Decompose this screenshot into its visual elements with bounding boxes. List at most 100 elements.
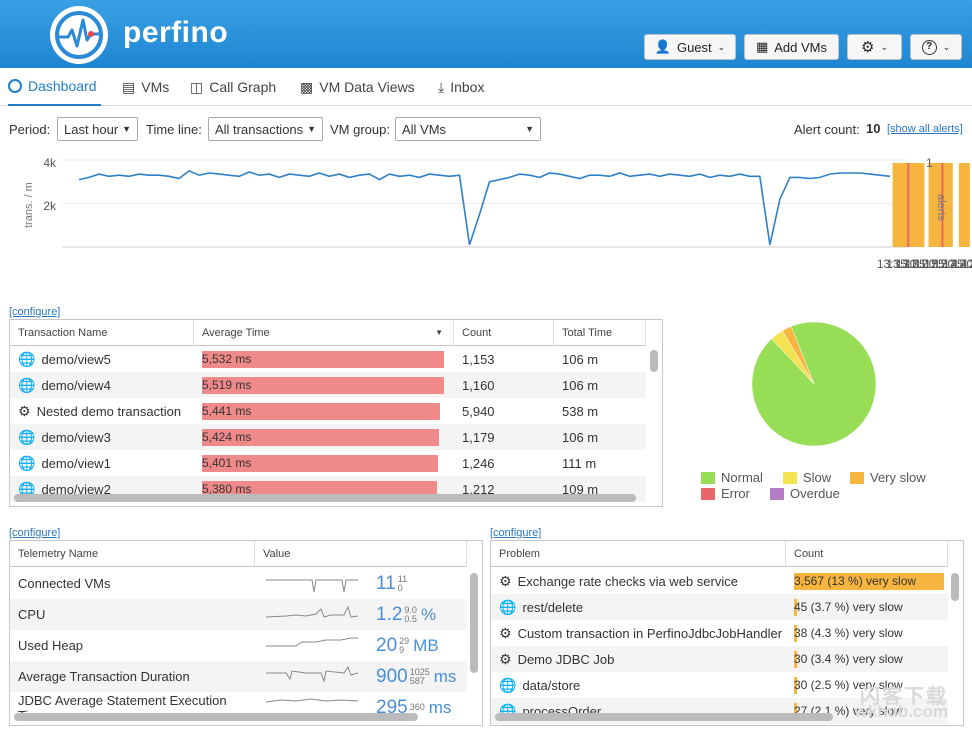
problem-count-bar: [794, 677, 797, 694]
table-row[interactable]: 🌐 demo/view1 5,401 ms 1,246 111 m: [10, 450, 646, 476]
table-row[interactable]: Average Transaction Duration 900 1025 587…: [10, 661, 467, 692]
telemetry-max: 29: [399, 635, 410, 646]
table-row[interactable]: 🌐 demo/view5 5,532 ms 1,153 106 m: [10, 346, 646, 372]
alert-bar[interactable]: [905, 163, 917, 247]
table-row[interactable]: 🌐 rest/delete 45 (3.7 %) very slow: [491, 594, 948, 620]
count-value: 1,212: [462, 481, 495, 497]
add-vms-button[interactable]: ▦ Add VMs: [744, 34, 839, 60]
problems-vscroll[interactable]: [951, 573, 959, 601]
problem-name: data/store: [522, 677, 581, 693]
problem-count-value: 30 (3.4 %) very slow: [794, 652, 903, 666]
gear-icon: ⚙: [18, 402, 31, 419]
tab-vm-data-views[interactable]: ▩ VM Data Views: [300, 68, 415, 106]
watermark-top: 闪客下载: [860, 686, 948, 708]
tab-label: Dashboard: [28, 78, 97, 94]
legend-item: Normal: [701, 470, 763, 485]
period-value: Last hour: [64, 121, 119, 137]
globe-icon: 🌐: [18, 350, 36, 367]
telemetry-min: 9: [399, 644, 405, 655]
table-row[interactable]: ⚙ Nested demo transaction 5,441 ms 5,940 …: [10, 398, 646, 424]
x-tick-label: 13:15: [877, 257, 907, 271]
telemetry-hscroll[interactable]: [14, 713, 418, 721]
telemetry-max: 1025: [409, 666, 430, 677]
period-select[interactable]: Last hour ▼: [57, 117, 138, 141]
legend-swatch: [783, 471, 797, 484]
col-count[interactable]: Count: [786, 541, 948, 567]
average-time-value: 5,424 ms: [202, 430, 252, 444]
gear-icon: ⚙: [499, 624, 512, 641]
show-all-alerts-link[interactable]: [show all alerts]: [887, 123, 963, 135]
configure-telemetry-link[interactable]: [configure]: [9, 527, 61, 539]
tab-vms[interactable]: ▤ VMs: [122, 68, 169, 106]
average-time-value: 5,441 ms: [202, 404, 252, 418]
legend-swatch: [850, 471, 864, 484]
timeline-select[interactable]: All transactions ▼: [208, 117, 323, 141]
y-tick-label: 4k: [43, 156, 57, 170]
legend-label: Normal: [721, 470, 763, 485]
transactions-vscroll[interactable]: [650, 350, 658, 372]
average-time-value: 5,380 ms: [202, 482, 252, 496]
table-row[interactable]: ⚙ Custom transaction in PerfinoJdbcJobHan…: [491, 620, 948, 646]
table-row[interactable]: CPU 1.2 9.0 0.5 %: [10, 599, 467, 630]
problems-hscroll[interactable]: [495, 713, 833, 721]
col-average-time[interactable]: Average Time ▼: [194, 320, 454, 346]
telemetry-sparkline: [266, 637, 358, 647]
table-row[interactable]: 🌐 demo/view3 5,424 ms 1,179 106 m: [10, 424, 646, 450]
alert-bar[interactable]: [913, 163, 925, 247]
x-tick-label: 12:55: [915, 257, 945, 271]
alert-bar[interactable]: [941, 163, 953, 247]
col-value[interactable]: Value: [255, 541, 467, 567]
transactions-hscroll[interactable]: [14, 494, 636, 502]
legend-item: Error: [701, 486, 750, 501]
table-row[interactable]: ⚙ Demo JDBC Job 30 (3.4 %) very slow: [491, 646, 948, 672]
average-time-bar: [202, 377, 444, 394]
col-total-time[interactable]: Total Time: [554, 320, 646, 346]
telemetry-current: 20: [376, 634, 398, 656]
telemetry-current: 1.2: [376, 603, 403, 625]
gear-icon: ⚙: [499, 572, 512, 589]
vmgroup-value: All VMs: [402, 121, 447, 137]
total-time-value: 106 m: [562, 429, 599, 445]
table-row[interactable]: Used Heap 20 29 9 MB: [10, 630, 467, 661]
configure-transactions-link[interactable]: [configure]: [9, 306, 61, 318]
telemetry-sparkline: [266, 698, 359, 703]
transaction-name: demo/view5: [41, 351, 111, 367]
app-header: perfino 👤 Guest ⌄ ▦ Add VMs ⚙ ⌄ ? ⌄: [0, 0, 972, 68]
table-row[interactable]: ⚙ Exchange rate checks via web service 3,…: [491, 568, 948, 594]
col-count[interactable]: Count: [454, 320, 554, 346]
problem-count-bar: [794, 599, 797, 616]
vmgroup-select[interactable]: All VMs ▼: [395, 117, 541, 141]
help-menu-button[interactable]: ? ⌄: [910, 34, 962, 60]
chevron-down-icon: ⌄: [942, 41, 951, 52]
transaction-name: demo/view2: [41, 481, 111, 497]
tab-inbox[interactable]: ⤓ Inbox: [438, 68, 484, 106]
main-tabs: Dashboard ▤ VMs ◫ Call Graph ▩ VM Data V…: [0, 68, 972, 106]
y2-axis-label: alerts: [935, 194, 947, 221]
table-row[interactable]: 🌐 data/store 30 (2.5 %) very slow: [491, 672, 948, 698]
col-problem[interactable]: Problem: [491, 541, 786, 567]
alert-bar[interactable]: [892, 163, 904, 247]
transactions-series-line: [78, 169, 891, 246]
call-graph-icon: ◫: [190, 78, 204, 95]
telemetry-vscroll[interactable]: [470, 573, 478, 673]
pie-slice[interactable]: [782, 326, 815, 385]
table-row[interactable]: Connected VMs 11 11 0: [10, 568, 467, 599]
telemetry-value: 20 29 9 MB: [376, 630, 439, 661]
user-menu-button[interactable]: 👤 Guest ⌄: [644, 34, 736, 60]
table-row[interactable]: 🌐 demo/view4 5,519 ms 1,160 106 m: [10, 372, 646, 398]
sort-desc-icon: ▼: [435, 328, 443, 337]
alert-bar[interactable]: [928, 163, 940, 247]
problem-count-value: 30 (2.5 %) very slow: [794, 678, 903, 692]
col-transaction-name[interactable]: Transaction Name: [10, 320, 194, 346]
x-tick-label: 13:05: [896, 257, 926, 271]
settings-menu-button[interactable]: ⚙ ⌄: [847, 34, 902, 60]
configure-problems-link[interactable]: [configure]: [490, 527, 542, 539]
alert-bar[interactable]: [958, 163, 970, 247]
tab-dashboard[interactable]: Dashboard: [8, 68, 101, 106]
tab-call-graph[interactable]: ◫ Call Graph: [190, 68, 276, 106]
col-telemetry-name[interactable]: Telemetry Name: [10, 541, 255, 567]
x-tick-label: 13:00: [905, 257, 935, 271]
transactions-timeline-chart: 12:2012:2512:3012:3512:4012:4512:5012:55…: [23, 156, 972, 271]
globe-icon: 🌐: [499, 676, 517, 693]
x-tick-label: 12:45: [934, 257, 964, 271]
